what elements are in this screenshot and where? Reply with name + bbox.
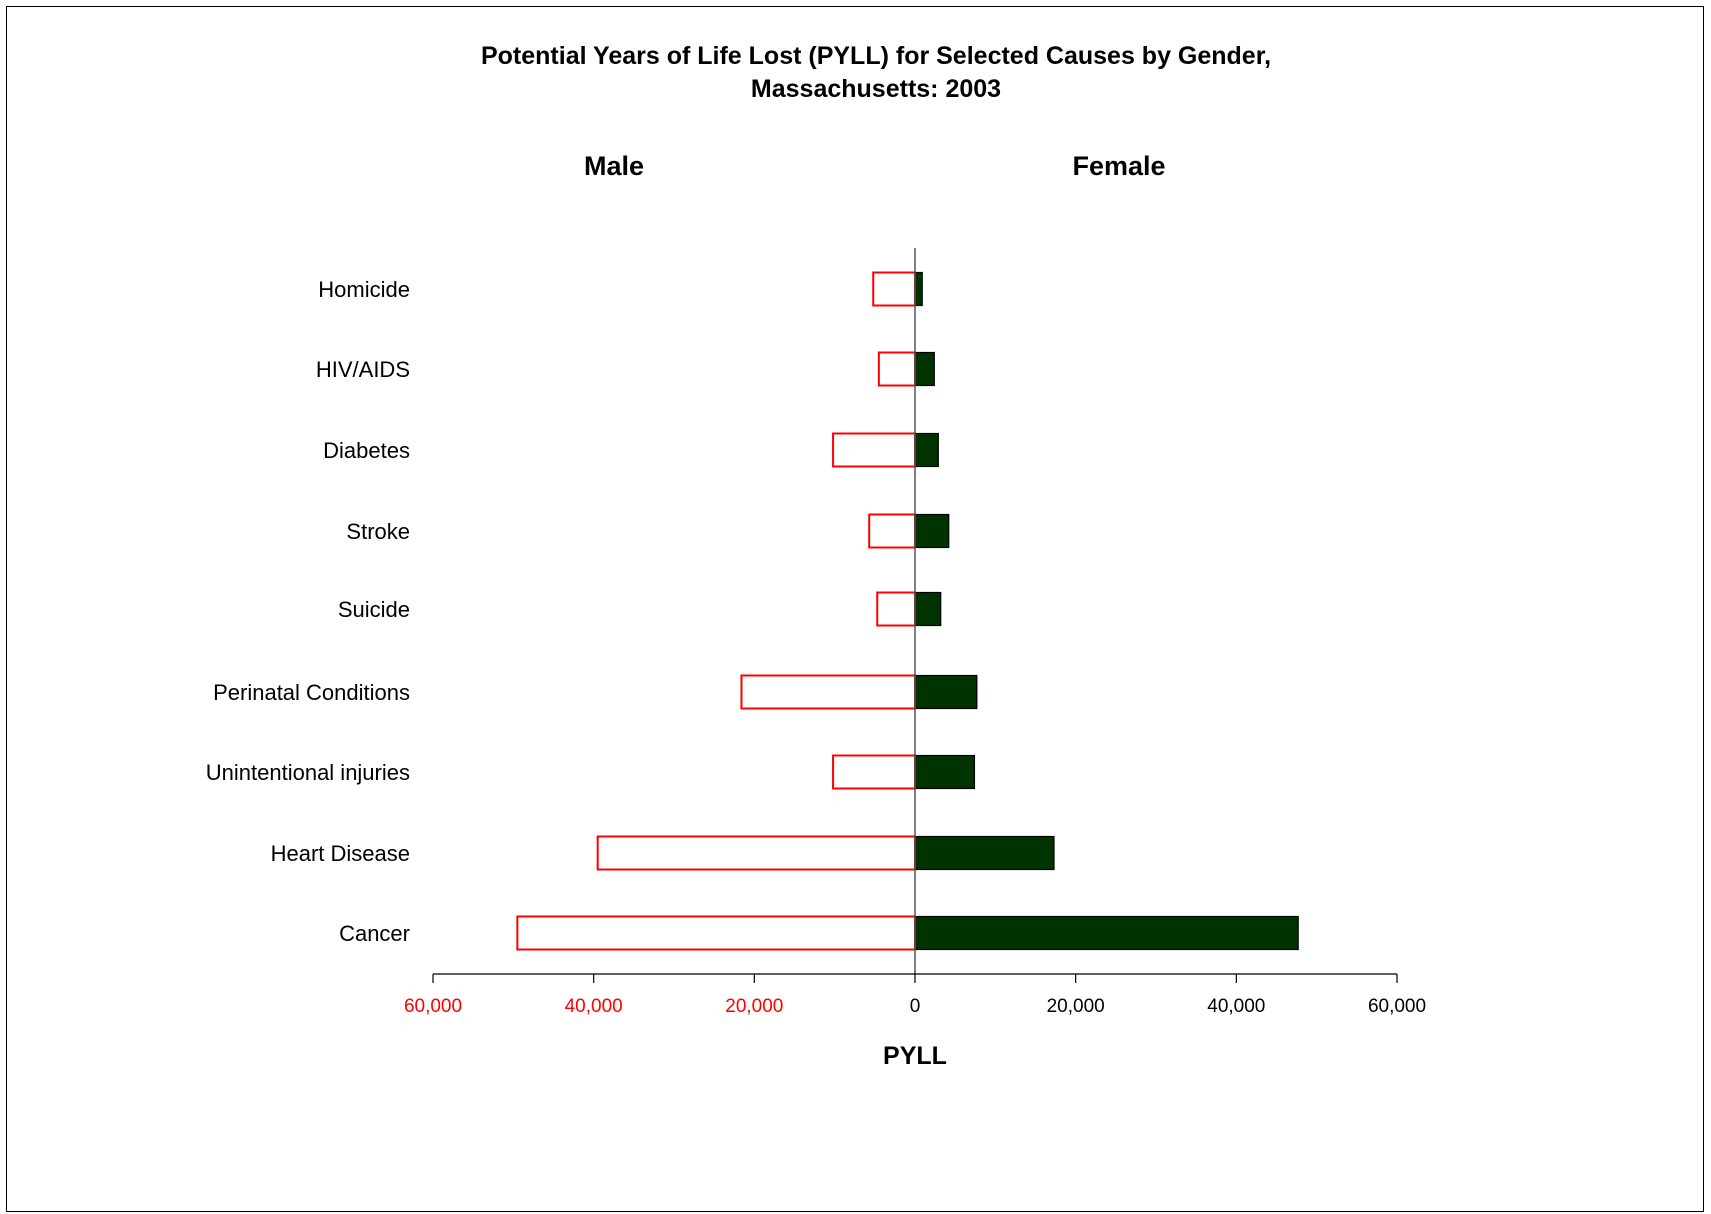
x-tick-label: 0	[910, 996, 921, 1017]
female-bar-hiv-aids	[914, 351, 935, 387]
category-label-unintentional-injuries: Unintentional injuries	[206, 760, 410, 785]
category-label-diabetes: Diabetes	[323, 438, 410, 463]
male-bar-suicide	[876, 591, 917, 627]
chart-subtitle: Massachusetts: 2003	[751, 75, 1001, 103]
category-label-cancer: Cancer	[339, 921, 410, 946]
male-bar-unintentional-injuries	[832, 754, 916, 790]
male-bar-perinatal-conditions	[740, 674, 916, 710]
male-bar-stroke	[868, 513, 917, 549]
category-label-homicide: Homicide	[318, 277, 410, 302]
x-tick-label: 60,000	[404, 996, 462, 1017]
x-tick-label: 20,000	[725, 996, 783, 1017]
chart-frame	[6, 6, 1704, 1212]
female-bar-stroke	[914, 513, 950, 549]
x-axis-title: PYLL	[883, 1042, 947, 1070]
female-bar-cancer	[914, 915, 1299, 951]
male-bar-cancer	[516, 915, 916, 951]
male-bar-homicide	[872, 271, 917, 307]
female-side-label: Female	[1072, 151, 1165, 181]
male-bar-hiv-aids	[877, 351, 916, 387]
x-tick-label: 20,000	[1047, 996, 1105, 1017]
x-tick-label: 40,000	[565, 996, 623, 1017]
x-tick-label: 60,000	[1368, 996, 1426, 1017]
category-label-hiv-aids: HIV/AIDS	[316, 357, 410, 382]
category-label-heart-disease: Heart Disease	[271, 841, 410, 866]
female-bar-unintentional-injuries	[914, 754, 976, 790]
female-bar-perinatal-conditions	[914, 674, 978, 710]
chart-title: Potential Years of Life Lost (PYLL) for …	[481, 42, 1271, 70]
male-bar-heart-disease	[596, 835, 917, 871]
male-bar-diabetes	[832, 432, 916, 468]
female-bar-heart-disease	[914, 835, 1055, 871]
category-label-stroke: Stroke	[346, 519, 410, 544]
category-labels: Homicide HIV/AIDS Diabetes Stroke Suicide Per…	[206, 277, 410, 946]
x-axis: 60,000 40,000 20,000 0 20,000 40,000 60,000	[404, 248, 1426, 1017]
bars-layer	[516, 271, 1299, 951]
female-bar-diabetes	[914, 432, 939, 468]
category-label-suicide: Suicide	[338, 597, 410, 622]
category-label-perinatal-conditions: Perinatal Conditions	[213, 680, 410, 705]
female-bar-suicide	[914, 591, 942, 627]
x-tick-label: 40,000	[1207, 996, 1265, 1017]
female-bar-homicide	[914, 271, 923, 307]
male-side-label: Male	[584, 151, 644, 181]
